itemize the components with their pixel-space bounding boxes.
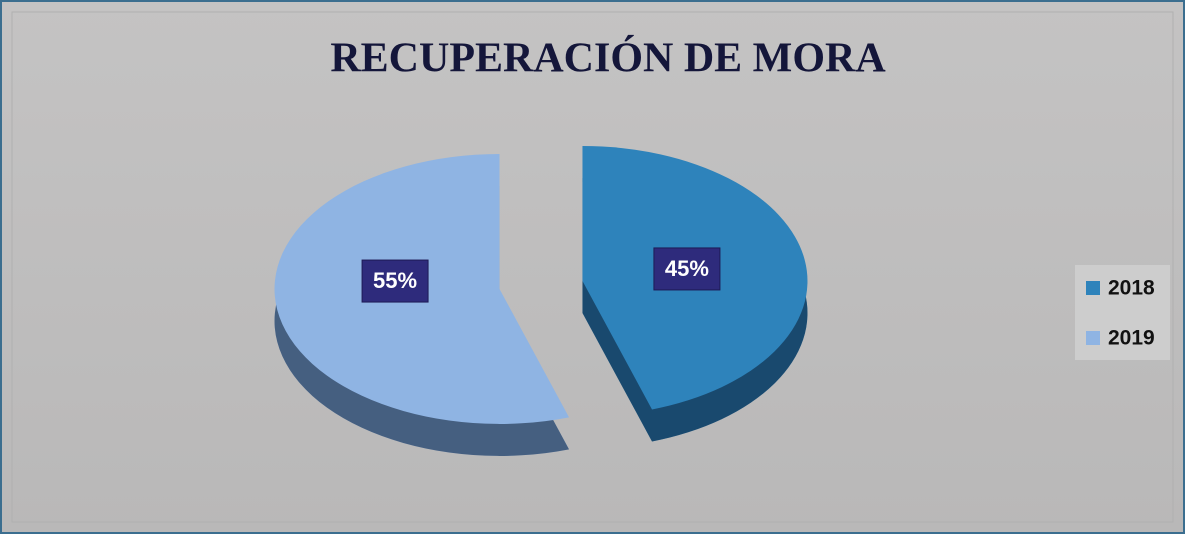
legend-label: 2019: [1108, 327, 1155, 350]
data-labels: 45% 55%: [361, 247, 721, 303]
legend-swatch: [1086, 281, 1100, 295]
legend-swatch: [1086, 331, 1100, 345]
data-label: 55%: [373, 268, 417, 293]
data-label-box: [361, 259, 429, 303]
legend-label: 2018: [1108, 277, 1155, 300]
chart-title: RECUPERACIÓN DE MORA: [330, 35, 886, 82]
data-label-box: [653, 247, 721, 291]
plot-frame: [11, 11, 1174, 523]
legend: 2018 2019: [1086, 277, 1155, 350]
data-label: 45%: [665, 256, 709, 281]
